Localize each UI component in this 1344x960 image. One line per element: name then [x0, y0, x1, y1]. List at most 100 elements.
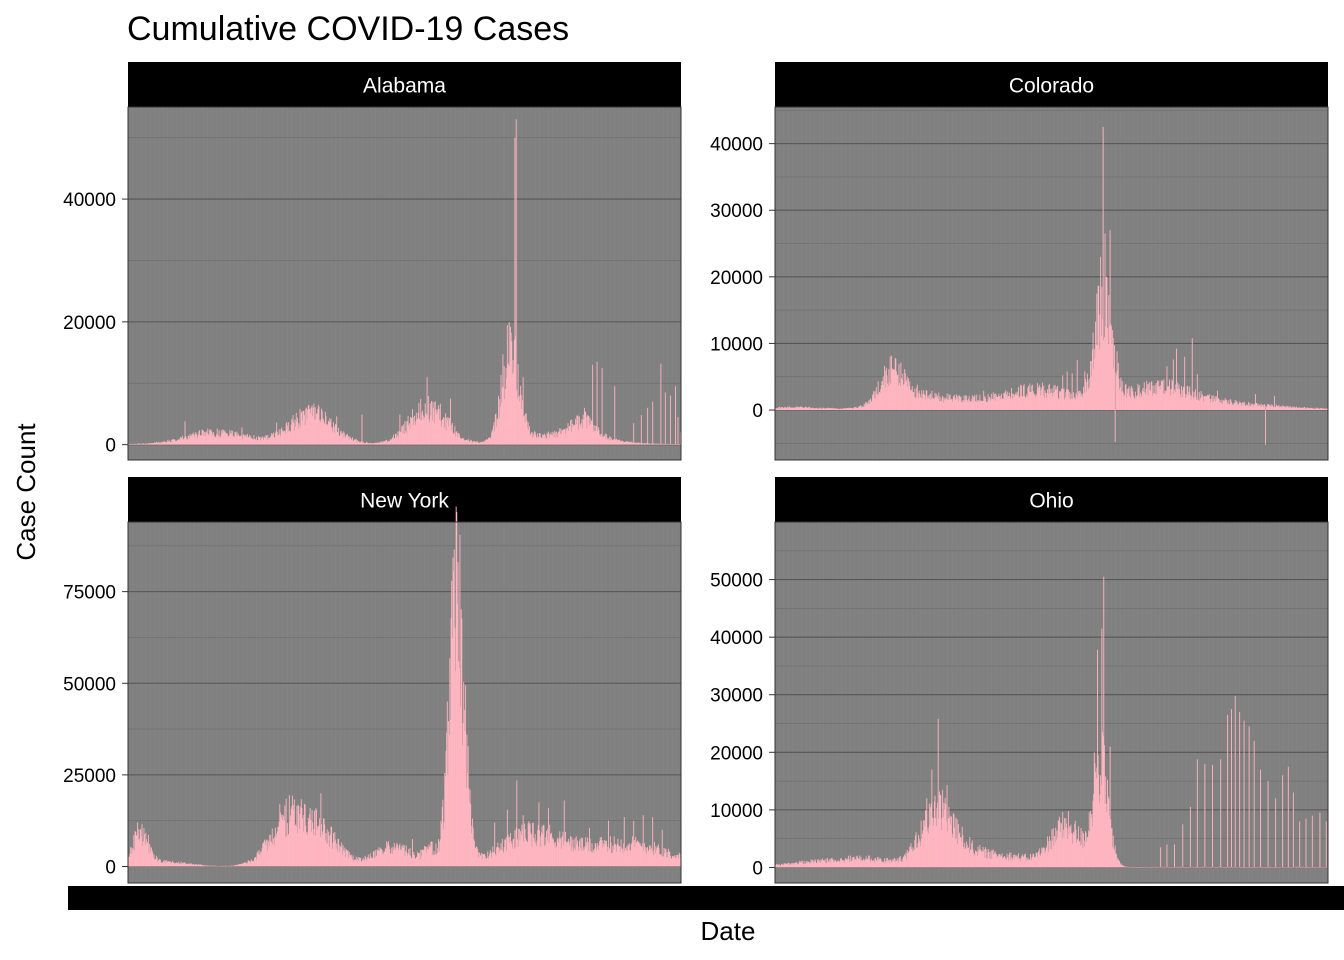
bar — [386, 842, 388, 867]
bar — [478, 442, 480, 445]
bar — [436, 413, 438, 445]
bar — [1074, 399, 1076, 411]
bar — [961, 402, 963, 411]
bar — [427, 849, 429, 867]
bar — [1010, 852, 1012, 868]
bar — [443, 417, 444, 445]
bar — [887, 383, 889, 411]
bar — [1163, 393, 1165, 411]
bar — [869, 860, 871, 868]
bar — [220, 434, 222, 445]
bar — [861, 406, 863, 411]
bar — [1280, 866, 1282, 868]
bar — [456, 603, 458, 867]
bar — [551, 832, 553, 867]
bar — [316, 829, 318, 867]
bar — [256, 440, 258, 445]
bar — [230, 433, 231, 445]
bar — [177, 439, 179, 445]
bar — [1321, 866, 1323, 868]
bar — [1197, 867, 1199, 868]
bar — [313, 829, 315, 867]
bar — [263, 841, 265, 867]
bar — [828, 862, 830, 868]
bar — [163, 860, 164, 867]
bar — [317, 404, 319, 445]
bar — [288, 795, 290, 867]
bar — [303, 410, 305, 445]
bar — [1271, 406, 1273, 411]
bar — [679, 854, 681, 867]
bar — [1166, 844, 1168, 868]
bar — [1057, 385, 1059, 411]
bar — [246, 862, 248, 867]
bar — [1276, 867, 1278, 868]
bar — [791, 863, 793, 868]
bar — [1319, 408, 1321, 411]
bar — [937, 398, 939, 411]
bar — [1240, 403, 1242, 411]
bar — [1247, 867, 1249, 868]
bar — [994, 400, 996, 411]
bar — [585, 842, 587, 867]
bar — [1308, 866, 1309, 868]
bar — [372, 851, 374, 867]
bar — [1123, 866, 1125, 868]
bar — [135, 444, 137, 445]
bar — [1200, 867, 1201, 868]
bar — [347, 850, 349, 867]
bar — [273, 845, 275, 867]
bar — [529, 825, 530, 867]
bar — [1270, 867, 1272, 868]
bar — [365, 857, 367, 867]
bar — [823, 860, 825, 868]
bar — [140, 443, 142, 445]
bar — [1024, 397, 1026, 411]
bar — [267, 839, 269, 867]
bar — [379, 442, 381, 445]
bar — [1008, 396, 1010, 411]
bar — [1313, 866, 1315, 868]
bar — [384, 851, 386, 867]
bar — [436, 854, 438, 867]
bar — [283, 432, 285, 445]
bar — [1049, 849, 1051, 868]
bar — [810, 407, 812, 411]
bar — [1069, 827, 1071, 868]
bar — [444, 772, 446, 867]
bar — [959, 396, 961, 411]
bar — [789, 865, 791, 868]
bar — [896, 371, 897, 411]
bar — [669, 855, 671, 867]
bar — [1214, 396, 1216, 411]
bar — [541, 826, 543, 867]
bar — [805, 407, 807, 411]
bar — [473, 441, 475, 445]
bar — [1265, 867, 1267, 868]
bar — [165, 863, 167, 867]
bar — [793, 407, 795, 411]
bar — [1320, 866, 1322, 868]
bar — [1016, 394, 1018, 411]
bar — [453, 433, 455, 445]
bar — [1162, 867, 1164, 868]
bar — [141, 824, 143, 867]
bar — [279, 436, 281, 445]
bar — [1268, 405, 1270, 411]
bar — [1004, 859, 1006, 868]
bar — [563, 429, 565, 445]
bar — [229, 430, 231, 445]
y-tick-label: 75000 — [63, 583, 116, 604]
bar — [537, 824, 539, 867]
bar — [917, 842, 919, 868]
bar — [601, 837, 602, 867]
bar — [1234, 867, 1236, 868]
panel-border — [774, 106, 1329, 461]
bar — [847, 858, 849, 868]
bar — [1078, 842, 1080, 868]
bar — [348, 436, 350, 445]
bar — [1051, 829, 1053, 868]
bar — [1324, 867, 1326, 868]
bar — [1236, 400, 1237, 411]
bar — [844, 858, 846, 868]
